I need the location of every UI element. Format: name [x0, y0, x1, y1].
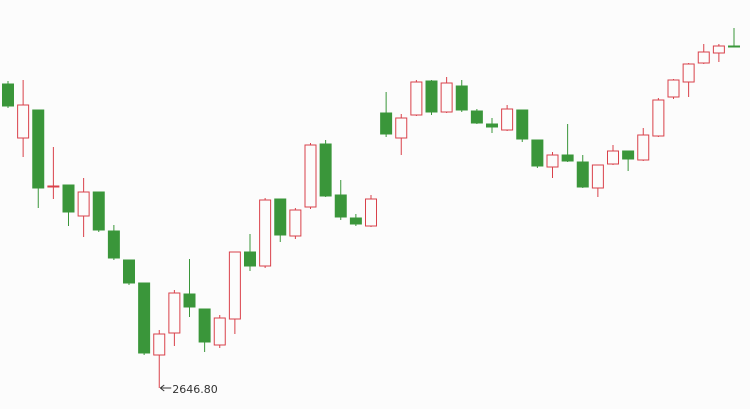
candle-body: [319, 143, 332, 197]
candle-body: [32, 109, 45, 189]
candle-body: [425, 80, 438, 113]
candle-body: [289, 209, 302, 237]
candle-body: [168, 292, 181, 334]
candle-body: [486, 123, 498, 128]
candle-body: [2, 83, 14, 107]
candle-body: [682, 63, 695, 83]
candle-body: [77, 191, 90, 217]
candle-body: [395, 117, 408, 139]
candle-body: [440, 82, 453, 113]
candle-body: [455, 85, 468, 111]
candle-body: [123, 259, 135, 284]
candle-body: [576, 161, 589, 188]
candle-body: [637, 134, 650, 161]
candle-body: [652, 99, 665, 137]
min-label: 2646.80: [172, 383, 218, 396]
candle-body: [244, 251, 256, 267]
candle-body: [712, 45, 725, 54]
candle-body: [365, 198, 377, 227]
candle-body: [501, 108, 514, 131]
candle-body: [198, 308, 211, 343]
candle-body: [228, 251, 241, 320]
candle-body: [546, 154, 559, 168]
candle-body: [107, 230, 120, 259]
candle-body: [607, 150, 619, 165]
candle-body: [622, 150, 635, 160]
candle-body: [516, 109, 529, 140]
candle-body: [274, 198, 287, 236]
candle-body: [62, 184, 75, 213]
candle-body: [697, 51, 710, 64]
candle-body: [153, 333, 166, 356]
candle-body: [728, 45, 740, 48]
candle-body: [667, 79, 680, 98]
candle-body: [183, 293, 196, 308]
candle-body: [17, 104, 30, 139]
candle-body: [92, 191, 105, 231]
candle-body: [380, 112, 393, 135]
candle-body: [591, 164, 604, 189]
candle-body: [561, 154, 574, 162]
candle-body: [138, 282, 151, 354]
annotation-arrow: [159, 384, 172, 392]
candle-body: [213, 317, 226, 346]
candle-body: [531, 139, 544, 167]
candle-body: [470, 110, 483, 124]
candle-body: [349, 217, 362, 225]
candle-body: [334, 194, 347, 218]
candle-body: [47, 185, 60, 188]
candle-body: [259, 199, 272, 267]
candle-body: [304, 144, 317, 208]
candle-body: [410, 81, 423, 116]
